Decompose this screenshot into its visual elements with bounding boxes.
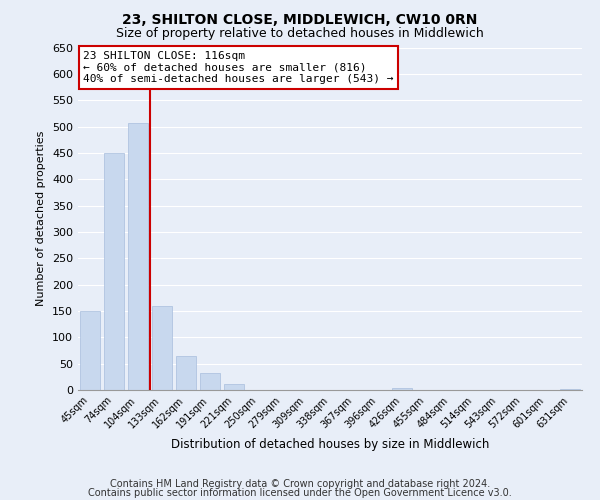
- Bar: [392, 388, 412, 390]
- Text: 23, SHILTON CLOSE, MIDDLEWICH, CW10 0RN: 23, SHILTON CLOSE, MIDDLEWICH, CW10 0RN: [122, 12, 478, 26]
- Bar: [152, 306, 172, 390]
- Bar: [128, 123, 148, 390]
- Bar: [80, 311, 100, 390]
- Bar: [104, 153, 124, 390]
- X-axis label: Distribution of detached houses by size in Middlewich: Distribution of detached houses by size …: [171, 438, 489, 451]
- Text: Size of property relative to detached houses in Middlewich: Size of property relative to detached ho…: [116, 28, 484, 40]
- Bar: [560, 389, 580, 390]
- Text: Contains HM Land Registry data © Crown copyright and database right 2024.: Contains HM Land Registry data © Crown c…: [110, 479, 490, 489]
- Text: 23 SHILTON CLOSE: 116sqm
← 60% of detached houses are smaller (816)
40% of semi-: 23 SHILTON CLOSE: 116sqm ← 60% of detach…: [83, 51, 394, 84]
- Bar: [176, 356, 196, 390]
- Text: Contains public sector information licensed under the Open Government Licence v3: Contains public sector information licen…: [88, 488, 512, 498]
- Bar: [224, 384, 244, 390]
- Y-axis label: Number of detached properties: Number of detached properties: [37, 131, 46, 306]
- Bar: [200, 373, 220, 390]
